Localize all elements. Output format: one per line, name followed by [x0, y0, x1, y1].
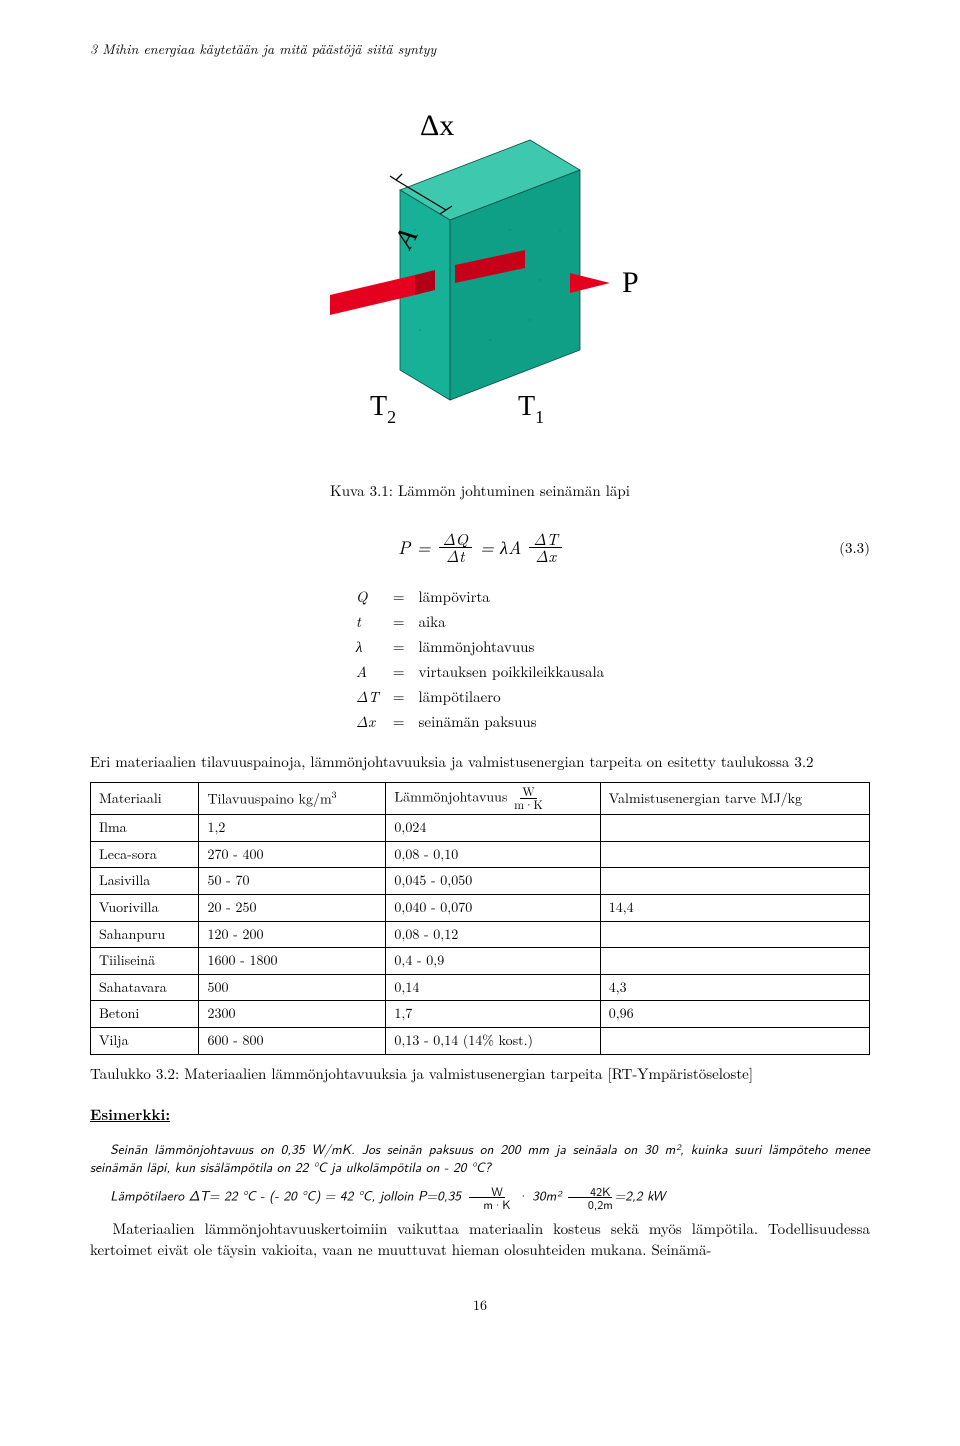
page-number: 16 [90, 1296, 870, 1316]
table-row: Tiiliseinä1600 - 18000,4 - 0,9 [91, 948, 870, 975]
symbol-definitions: Q=lämpövirtat=aikaλ=lämmönjohtavuusA=vir… [348, 583, 612, 735]
equation-number: (3.3) [839, 537, 870, 558]
symbol-row: Δx=seinämän paksuus [350, 710, 610, 733]
symbol-row: A=virtauksen poikkileikkausala [350, 660, 610, 683]
symbol-row: ΔT=lämpötilaero [350, 685, 610, 708]
table-caption: Taulukko 3.2: Materiaalien lämmönjohtavu… [90, 1063, 870, 1084]
table-row: Lasivilla50 - 700,045 - 0,050 [91, 868, 870, 895]
eq-frac-2: ΔT Δx [529, 531, 562, 566]
example-line-2: Lämpötilaero ΔT= 22 °C - (- 20 °C) = 42 … [90, 1185, 870, 1210]
label-T2: T2 [370, 391, 396, 427]
symbol-row: t=aika [350, 610, 610, 633]
eq-frac-1: ΔQ Δt [439, 531, 472, 566]
table-row: Betoni23001,70,96 [91, 1001, 870, 1028]
th-material: Materiaali [91, 783, 199, 815]
symbol-row: λ=lämmönjohtavuus [350, 635, 610, 658]
paragraph-trailing: Materiaalien lämmönjohtavuuskertoimiin v… [90, 1218, 870, 1260]
figure-caption: Kuva 3.1: Lämmön johtuminen seinämän läp… [90, 480, 870, 501]
th-conductivity: Lämmönjohtavuus Wm·K [386, 783, 600, 815]
table-row: Sahatavara5000,144,3 [91, 974, 870, 1001]
eq-lhs: P = [398, 535, 430, 560]
symbol-row: Q=lämpövirta [350, 585, 610, 608]
table-row: Vuorivilla20 - 2500,040 - 0,07014,4 [91, 894, 870, 921]
page-header: 3 Mihin energiaa käytetään ja mitä pääst… [90, 40, 870, 60]
eq-f2-den: Δx [531, 548, 560, 565]
example-heading: Esimerkki: [90, 1104, 870, 1125]
label-dx: Δx [420, 109, 454, 142]
label-P: P [622, 266, 639, 299]
equation-3-3: P = ΔQ Δt = λA ΔT Δx (3.3) [90, 531, 870, 566]
paragraph-intro: Eri materiaalien tilavuuspainoja, lämmön… [90, 751, 870, 772]
figure-3-1: Δx A P T2 T1 [270, 80, 690, 460]
th-energy: Valmistusenergian tarve MJ/kg [600, 783, 869, 815]
table-row: Leca-sora270 - 4000,08 - 0,10 [91, 841, 870, 868]
table-row: Sahanpuru120 - 2000,08 - 0,12 [91, 921, 870, 948]
example-line-1: Seinän lämmönjohtavuus on 0,35 W/mK. Jos… [90, 1140, 870, 1178]
eq-mid: = λA [480, 535, 521, 560]
th-density: Tilavuuspaino kg/m3 [199, 783, 386, 815]
table-row: Ilma1,20,024 [91, 815, 870, 842]
label-T1: T1 [518, 391, 544, 427]
table-row: Vilja600 - 8000,13 - 0,14 (14% kost.) [91, 1027, 870, 1054]
table-3-2: Materiaali Tilavuuspaino kg/m3 Lämmönjoh… [90, 782, 870, 1054]
eq-f1-den: Δt [442, 548, 468, 565]
